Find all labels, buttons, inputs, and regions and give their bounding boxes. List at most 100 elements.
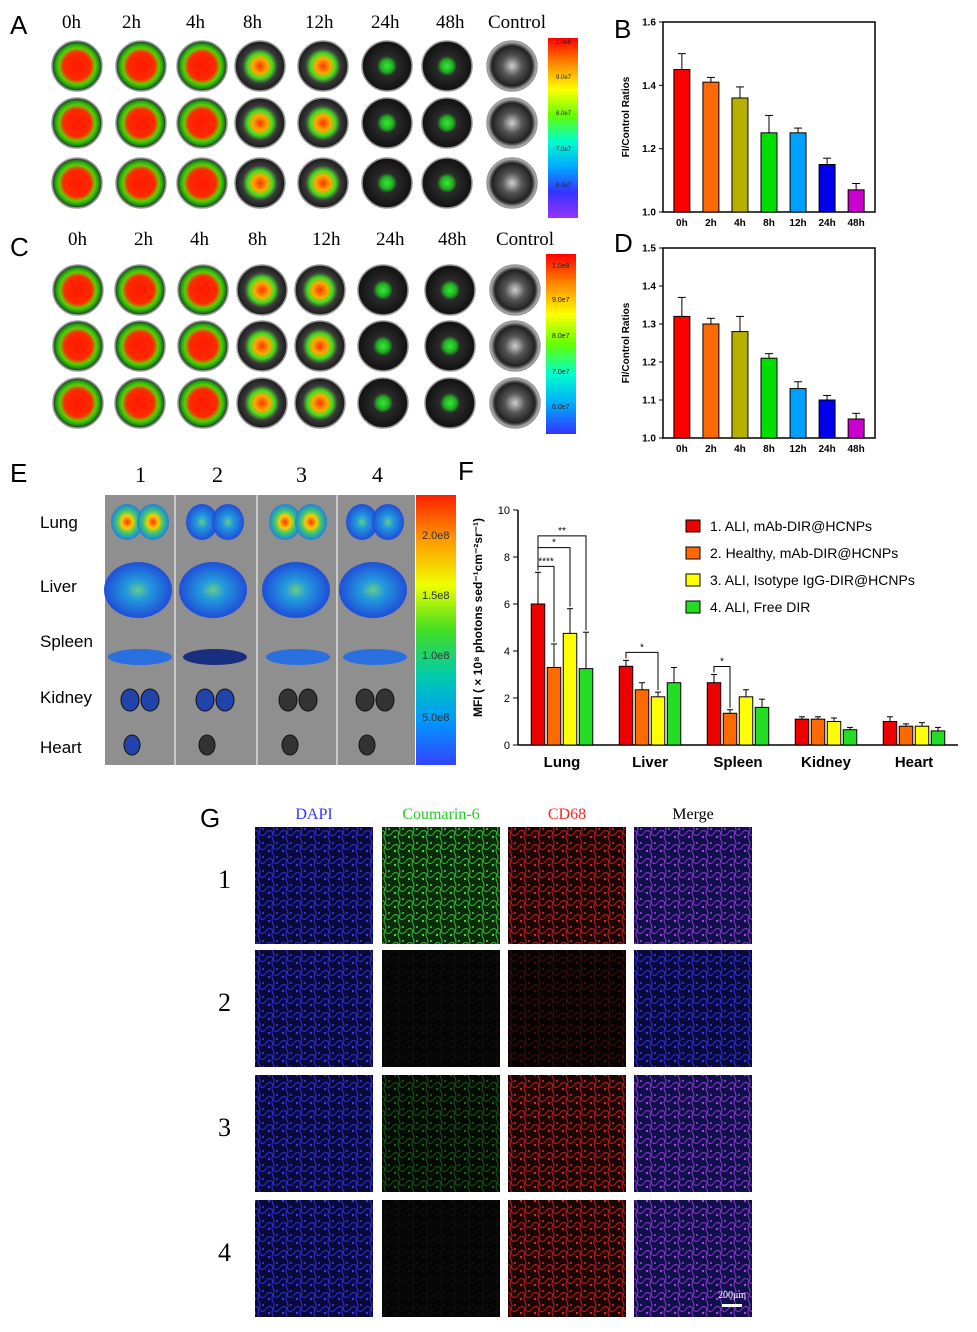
micrograph-row-4-merge — [634, 1200, 752, 1317]
spleen — [343, 649, 407, 665]
bar-kidney-series-2 — [810, 718, 826, 746]
bar-kidney-series-1 — [794, 718, 810, 746]
significance-bracket — [713, 666, 731, 708]
bar-spleen-series-2 — [722, 712, 738, 746]
panel-label-a: A — [10, 10, 28, 40]
micrograph-row-3-merge — [634, 1075, 752, 1192]
row-label-2: 2 — [218, 988, 231, 1017]
well-a-1-2 — [176, 97, 228, 149]
panel-label-b: B — [614, 14, 632, 44]
kidney-left — [278, 688, 298, 712]
micrograph-row-3-coumarin-6 — [382, 1075, 500, 1192]
y-tick-label: 8 — [504, 552, 510, 564]
y-tick-label: 1.2 — [642, 144, 656, 155]
well-a-1-4 — [297, 97, 349, 149]
scalebar-label: 200μm — [718, 1290, 747, 1301]
well-c-2-1 — [114, 377, 166, 429]
lung-lobe-left — [346, 504, 378, 540]
colorbar-e-label-2: 1.0e8 — [422, 650, 450, 662]
bar-spleen-series-3 — [738, 696, 754, 746]
lung-lobe-left — [269, 504, 301, 540]
colorbar-e-label-0: 2.0e8 — [422, 530, 450, 542]
well-a-2-0 — [51, 157, 103, 209]
well-a-2-3 — [234, 157, 286, 209]
x-tick-label: 0h — [676, 218, 688, 229]
organ-label-liver: Liver — [40, 577, 77, 596]
colorbar-e-label-1: 1.5e8 — [422, 590, 450, 602]
bar-spleen-series-4 — [754, 706, 770, 746]
y-tick-label: 2 — [504, 693, 510, 705]
well-c-2-0 — [52, 377, 104, 429]
lung-lobe-left — [186, 504, 218, 540]
x-tick-label: 4h — [734, 444, 746, 455]
colorbar-a-label-1: 9.0e7 — [556, 75, 572, 81]
x-tick-label: 2h — [705, 444, 717, 455]
timepoint-label-a-6: 48h — [436, 12, 465, 33]
micrograph-row-1-merge — [634, 827, 752, 944]
organ-label-spleen: Spleen — [40, 632, 93, 651]
timepoint-label-c-4: 12h — [312, 229, 341, 250]
x-tick-label: Spleen — [713, 754, 762, 771]
panel-e-column-3: 3 — [296, 462, 307, 487]
well-a-0-4 — [297, 40, 349, 92]
colorbar-c-label-2: 8.0e7 — [552, 333, 570, 340]
significance-label: * — [552, 538, 556, 549]
well-c-1-0 — [52, 320, 104, 372]
timepoint-label-a-0: 0h — [62, 12, 81, 33]
y-tick-label: 1.1 — [642, 396, 656, 407]
lung-lobe-left — [111, 504, 143, 540]
bar-liver-series-3 — [650, 696, 666, 746]
y-tick-label: 1.2 — [642, 358, 656, 369]
channel-header-dapi: DAPI — [295, 806, 333, 823]
timepoint-label-a-1: 2h — [122, 12, 141, 33]
y-tick-label: 0 — [504, 740, 510, 752]
organ-label-heart: Heart — [40, 738, 82, 757]
timepoint-label-c-0: 0h — [68, 229, 87, 250]
heart — [198, 734, 216, 756]
colorbar-c-label-3: 7.0e7 — [552, 369, 570, 376]
panel-label-g: G — [200, 803, 221, 833]
channel-header-merge: Merge — [672, 806, 714, 823]
colorbar-a-label-2: 8.0e7 — [556, 111, 572, 117]
micrograph-row-2-merge — [634, 950, 752, 1067]
well-a-2-1 — [115, 157, 167, 209]
panel-label-f: F — [458, 456, 474, 486]
timepoint-label-c-5: 24h — [376, 229, 405, 250]
panel-label-d: D — [614, 228, 633, 258]
micrograph-row-2-cd68 — [508, 950, 626, 1067]
micrograph-row-1-cd68 — [508, 827, 626, 944]
well-a-1-5 — [361, 97, 413, 149]
micrograph-row-2-dapi — [255, 950, 373, 1067]
heart — [358, 734, 376, 756]
legend-swatch-4 — [685, 600, 701, 614]
well-a-0-2 — [176, 40, 228, 92]
liver — [104, 562, 172, 618]
micrograph-row-4-dapi — [255, 1200, 373, 1317]
bar-4h — [731, 331, 749, 439]
legend-label-2: 2. Healthy, mAb-DIR@HCNPs — [710, 545, 898, 561]
well-c-1-2 — [177, 320, 229, 372]
x-tick-label: Lung — [544, 754, 581, 771]
well-c-0-0 — [52, 264, 104, 316]
well-a-1-3 — [234, 97, 286, 149]
x-tick-label: 24h — [818, 444, 835, 455]
well-c-0-3 — [236, 264, 288, 316]
well-a-0-6 — [421, 40, 473, 92]
panel-e-column-2: 2 — [212, 462, 223, 487]
y-tick-label: 1.0 — [642, 208, 656, 219]
kidney-right — [298, 688, 318, 712]
row-label-3: 3 — [218, 1113, 231, 1142]
liver — [339, 562, 407, 618]
well-a-0-7 — [486, 40, 538, 92]
bar-heart-series-2 — [898, 725, 914, 746]
bar-heart-series-4 — [930, 730, 946, 746]
well-c-2-3 — [236, 377, 288, 429]
panel-a-colorbar — [548, 38, 578, 218]
spleen — [183, 649, 247, 665]
well-c-2-7 — [489, 377, 541, 429]
significance-label: **** — [538, 556, 554, 567]
row-label-1: 1 — [218, 865, 231, 894]
row-label-4: 4 — [218, 1238, 231, 1267]
well-c-0-7 — [489, 264, 541, 316]
